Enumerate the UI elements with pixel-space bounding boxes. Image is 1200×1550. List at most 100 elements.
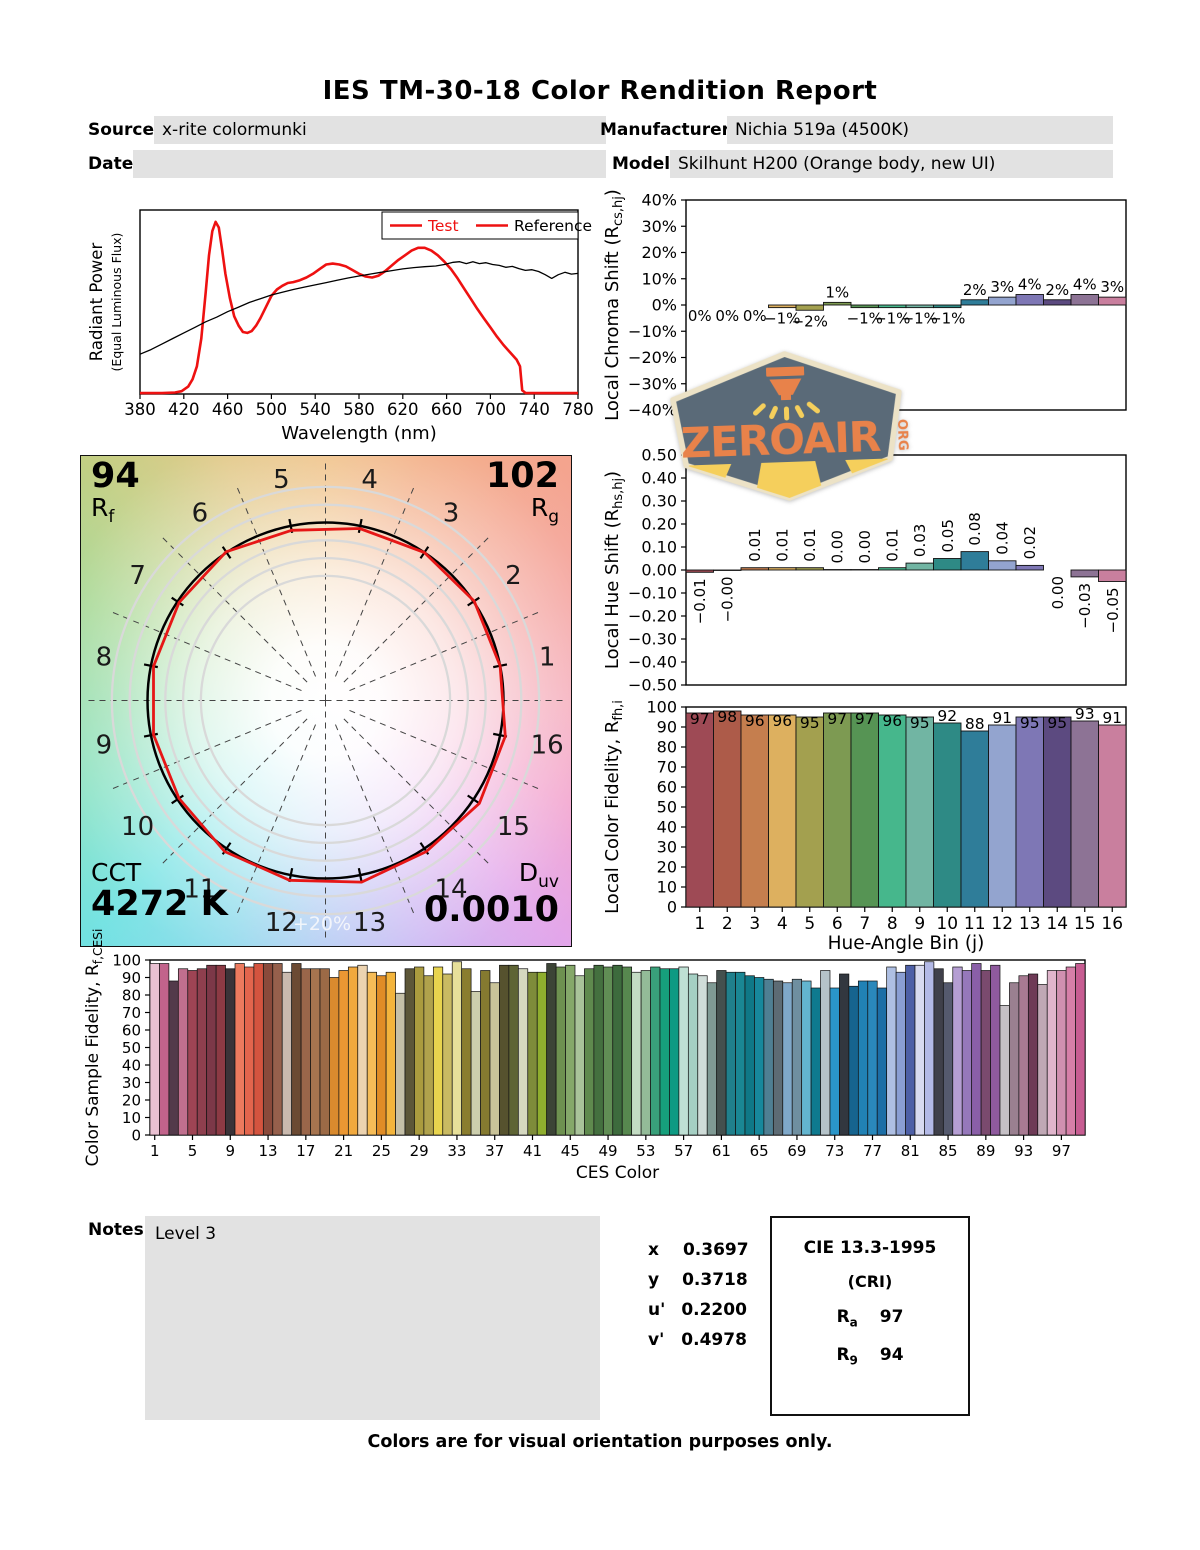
bar — [952, 966, 963, 1136]
bar — [1070, 720, 1099, 908]
x-tick-label: 85 — [939, 1142, 958, 1160]
bar — [876, 987, 888, 1136]
bar-value-label: 0% — [715, 307, 739, 325]
bar — [631, 971, 642, 1136]
bar-value-label: 95 — [1047, 714, 1067, 732]
bar-value-label: 0.00 — [829, 530, 847, 563]
bar-value-label: 0.01 — [774, 528, 792, 561]
bar — [942, 982, 954, 1136]
bar — [960, 551, 989, 571]
y-tick-label: −0.40 — [628, 653, 677, 672]
bar — [669, 968, 680, 1136]
bar-value-label: −0.01 — [691, 578, 709, 624]
x-tick-label: 89 — [976, 1142, 995, 1160]
bar — [801, 980, 812, 1136]
spoke-line — [237, 724, 317, 914]
hue-bin-label: 5 — [273, 465, 290, 495]
bar — [706, 982, 718, 1136]
bar — [574, 975, 585, 1136]
bar-value-label: 0.00 — [1049, 576, 1067, 609]
bar — [685, 712, 714, 908]
bar — [470, 991, 481, 1136]
bar — [740, 714, 769, 908]
flashlight-icon — [765, 366, 805, 377]
bar — [839, 973, 850, 1136]
y-tick-label: 70 — [122, 1004, 141, 1022]
x-tick-label: 81 — [901, 1142, 920, 1160]
y-tick-label: −0.50 — [628, 676, 677, 695]
bar — [933, 968, 944, 1136]
bar — [924, 961, 935, 1136]
duv-label: Duv — [518, 858, 559, 892]
bar — [300, 968, 311, 1136]
y-tick-label: 30% — [641, 217, 677, 236]
y-tick-label: 0.30 — [641, 492, 677, 511]
x-tick-label: 61 — [712, 1142, 731, 1160]
bar — [823, 712, 852, 908]
x-tick-label: 380 — [124, 400, 156, 419]
rg-label: Rg — [530, 492, 559, 527]
chromaticity-v: v' 0.4978 — [648, 1330, 747, 1350]
x-tick-label: 5 — [804, 914, 815, 934]
y-tick-label: 0.20 — [641, 515, 677, 534]
source-label: Source: — [88, 120, 161, 140]
bar — [768, 304, 797, 309]
y-tick-label: 60 — [657, 778, 677, 797]
rf-block: 94 Rf — [91, 458, 140, 527]
bar-value-label: 0% — [688, 307, 712, 325]
bar — [823, 301, 852, 306]
x-tick-label: 13 — [1019, 914, 1041, 934]
bar — [848, 985, 859, 1136]
flashlight-neck — [780, 394, 792, 401]
reference-tick — [357, 518, 363, 534]
bar — [810, 987, 821, 1136]
x-tick-label: 21 — [334, 1142, 353, 1160]
bar — [933, 722, 962, 908]
bar — [1015, 294, 1044, 306]
bar — [980, 970, 991, 1136]
bar — [878, 567, 907, 571]
page-title: IES TM-30-18 Color Rendition Report — [322, 76, 878, 106]
bar-value-label: −0.03 — [1076, 583, 1094, 629]
logo-org-suffix: ORG — [894, 419, 910, 451]
bar-value-label: 0.04 — [994, 521, 1012, 554]
local-chroma-shift-chart: 40%30%20%10%0%−10%−20%−30%−40%0% 0% 0%−1%−… — [602, 189, 1127, 421]
reference-tick — [143, 663, 159, 669]
bar — [206, 964, 217, 1136]
cct-block: CCT 4272 K — [91, 859, 228, 923]
bar-value-label: −1% — [764, 310, 800, 328]
bar — [404, 968, 415, 1136]
y-tick-label: 0 — [667, 898, 677, 917]
bar — [310, 968, 321, 1136]
reference-tick — [171, 596, 184, 607]
bar — [414, 966, 425, 1136]
cri-subtitle: (CRI) — [847, 1272, 893, 1291]
x-tick-label: 17 — [296, 1142, 315, 1160]
x-tick-label: 500 — [256, 400, 288, 419]
x-tick-label: 2 — [722, 914, 733, 934]
hue-bin-label: 12 — [265, 908, 298, 938]
spoke-line — [349, 709, 539, 789]
x-tick-label: 620 — [387, 400, 419, 419]
bar — [782, 982, 793, 1136]
bar — [338, 970, 349, 1136]
bar-value-label: 97 — [855, 710, 875, 728]
hue-bin-label: 14 — [435, 874, 468, 904]
bar — [961, 970, 973, 1136]
bar — [584, 968, 595, 1136]
bar — [768, 714, 797, 908]
bar — [376, 975, 387, 1136]
bar — [281, 971, 293, 1136]
y-axis-label: Color Sample Fidelity, Rf,CESi — [83, 929, 105, 1167]
x-tick-label: 45 — [561, 1142, 580, 1160]
bar — [988, 724, 1017, 908]
spoke-line — [162, 718, 308, 864]
source-field: x-rite colormunki — [154, 116, 606, 144]
bar — [508, 964, 519, 1136]
bar — [1098, 724, 1127, 908]
x-tick-label: 8 — [887, 914, 898, 934]
bar — [850, 304, 879, 309]
bar — [650, 966, 661, 1136]
